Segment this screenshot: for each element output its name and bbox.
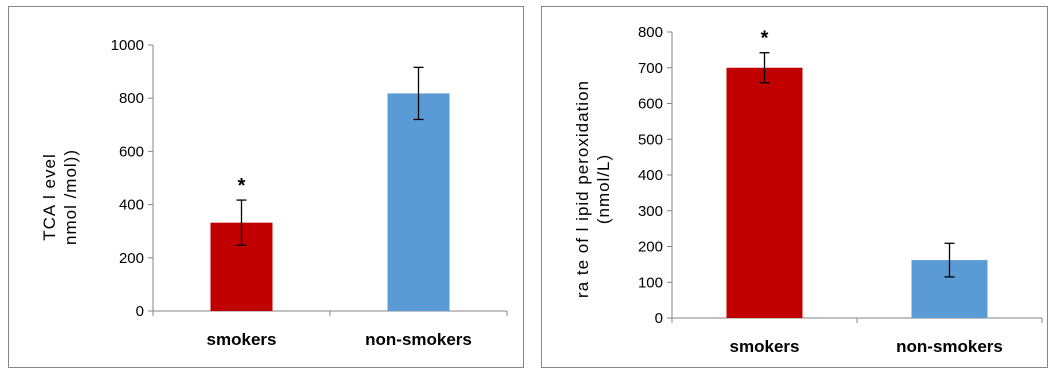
y-tick-label: 200 [119,250,144,267]
y-tick-label: 1000 [111,37,144,54]
x-category-label: smokers [207,330,277,349]
x-category-label: non-smokers [896,337,1003,356]
y-tick-label: 800 [119,90,144,107]
y-tick-label: 600 [638,96,663,113]
chart-panel-tca: TCA l evel nmol /mol)) 0 200 400 600 800 1000… [8,6,524,368]
y-axis-label-line-2: nmol /mol)) [61,149,80,245]
y-tick-label: 400 [638,167,663,184]
chart-panel-lipid-peroxidation: ra te of l ipid peroxidation (nmol/L) 0 1… [541,6,1048,368]
y-tick-label: 700 [638,60,663,77]
tca-bar-chart: TCA l evel nmol /mol)) 0 200 400 600 800 1000… [40,37,508,349]
bar-smokers [726,67,803,318]
significance-marker: * [761,28,769,50]
y-tick-label: 0 [136,303,144,320]
y-tick-label: 400 [119,197,144,214]
x-category-label: non-smokers [365,330,472,349]
y-tick-label: 800 [638,24,663,41]
y-axis-label-line-1: TCA l evel [40,153,59,240]
y-axis-label-line-1: ra te of l ipid peroxidation [573,80,592,298]
y-tick-label: 200 [638,239,663,256]
lipid-peroxidation-bar-chart: ra te of l ipid peroxidation (nmol/L) 0 1… [573,24,1043,356]
y-tick-label: 600 [119,143,144,160]
y-tick-label: 500 [638,131,663,148]
bar-non-smokers [387,93,450,311]
y-tick-label: 0 [655,310,663,327]
y-axis-label-line-2: (nmol/L) [594,154,613,224]
significance-marker: * [238,175,246,197]
x-category-label: smokers [730,337,800,356]
y-tick-label: 300 [638,203,663,220]
y-tick-label: 100 [638,274,663,291]
